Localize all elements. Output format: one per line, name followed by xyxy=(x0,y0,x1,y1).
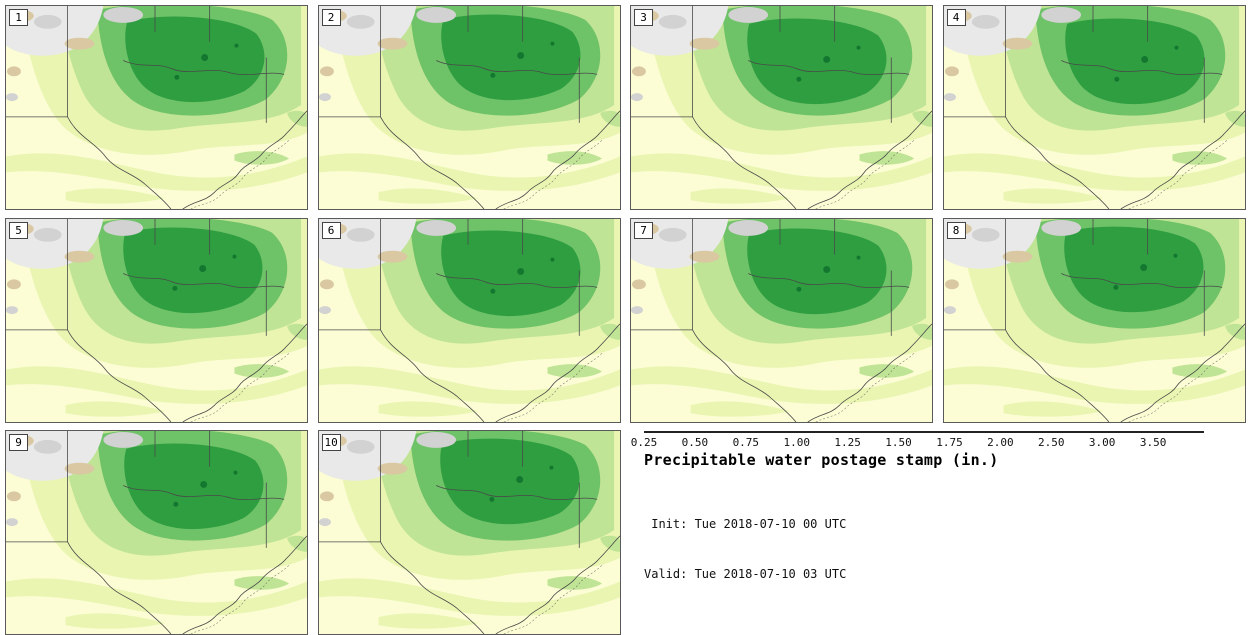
map-panel: 9 xyxy=(5,430,308,635)
colorbar-tick-label: 3.50 xyxy=(1139,436,1167,449)
colorbar-tick-label: 2.50 xyxy=(1038,436,1065,449)
colorbar-tick-label: 0.50 xyxy=(681,436,709,449)
panel-number-label: 9 xyxy=(9,434,28,451)
map-panel: 10 xyxy=(317,430,621,635)
panel-number-label: 7 xyxy=(634,221,653,239)
colorbar-tick-label: 1.75 xyxy=(936,436,963,449)
colorbar-tick-label: 3.00 xyxy=(1088,436,1116,449)
panel-number-label: 4 xyxy=(946,9,966,26)
figure-title: Precipitable water postage stamp (in.) xyxy=(644,451,999,469)
panel-number-label: 3 xyxy=(634,9,653,26)
precip-water-map xyxy=(631,6,932,209)
map-panel: 6 xyxy=(317,217,621,423)
precip-water-map xyxy=(318,6,620,209)
run-info: Init: Tue 2018-07-10 00 UTC Valid: Tue 2… xyxy=(644,482,846,616)
panel-number-label: 1 xyxy=(9,9,28,26)
map-panel: 3 xyxy=(630,5,933,210)
legend-block: 0.25 0.50 0.75 1.00 1.25 1.50 1.75 2.00 2.50 3.00… xyxy=(630,430,1246,635)
panel-number-label: 6 xyxy=(321,221,341,239)
colorbar-tick-label: 0.25 xyxy=(630,436,658,449)
map-panel: 1 xyxy=(5,5,308,210)
colorbar-tick-label: 1.50 xyxy=(885,436,912,449)
colorbar-tick-label: 0.75 xyxy=(732,436,760,449)
precip-water-map xyxy=(318,218,620,422)
map-panel: 8 xyxy=(942,217,1246,423)
colorbar-tick-label: 1.00 xyxy=(783,436,810,449)
colorbar xyxy=(644,431,1204,433)
colorbar-tick-label: 1.25 xyxy=(834,436,861,449)
init-line: Init: Tue 2018-07-10 00 UTC xyxy=(644,516,847,531)
precip-water-map xyxy=(6,431,307,634)
panel-number-label: 5 xyxy=(9,221,28,239)
panel-number-label: 8 xyxy=(946,221,966,239)
precip-water-map xyxy=(318,431,620,634)
precip-water-map xyxy=(6,218,307,422)
panel-number-label: 2 xyxy=(321,9,341,26)
precip-water-map xyxy=(6,6,307,209)
valid-line: Valid: Tue 2018-07-10 03 UTC xyxy=(644,566,847,581)
precip-water-map xyxy=(943,218,1245,422)
colorbar-tick-label: 2.00 xyxy=(987,436,1014,449)
map-panel: 4 xyxy=(942,5,1246,210)
map-panel: 7 xyxy=(630,217,933,423)
map-panel: 2 xyxy=(317,5,621,210)
panel-number-label: 10 xyxy=(321,434,341,451)
precip-water-map xyxy=(631,218,932,422)
precip-water-map xyxy=(943,6,1245,209)
map-panel: 5 xyxy=(5,217,308,423)
